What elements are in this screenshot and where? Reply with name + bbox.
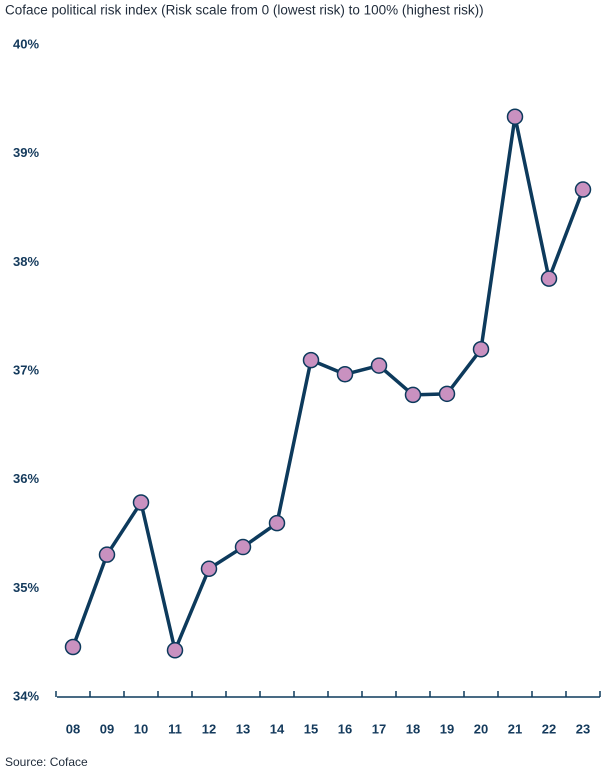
x-tick-label: 15 xyxy=(304,721,318,736)
x-tick-label: 13 xyxy=(236,721,250,736)
y-tick-label: 38% xyxy=(13,254,39,269)
marker xyxy=(200,560,218,578)
marker xyxy=(268,514,286,532)
marker xyxy=(98,546,116,563)
x-tick-label: 12 xyxy=(202,721,216,736)
x-tick-label: 22 xyxy=(542,721,556,736)
source: Source: Coface xyxy=(5,755,88,769)
line xyxy=(71,114,585,653)
marker xyxy=(336,366,354,383)
x-tick-label: 14 xyxy=(270,721,285,736)
y-tick-label: 39% xyxy=(13,145,39,160)
marker xyxy=(438,385,456,403)
y-tick-label: 34% xyxy=(13,688,39,703)
x-tick-label: 16 xyxy=(338,721,352,736)
marker xyxy=(302,351,320,369)
marker xyxy=(234,538,252,556)
y-tick-label: 36% xyxy=(13,471,39,486)
x-tick-label: 11 xyxy=(168,721,182,736)
x-tick-label: 10 xyxy=(134,721,148,736)
marker xyxy=(506,108,524,125)
marker xyxy=(472,341,490,358)
x-tick-label: 08 xyxy=(66,721,80,736)
x-tick-label: 21 xyxy=(508,721,522,736)
chart-title: Coface political risk index (Risk scale … xyxy=(5,3,484,18)
y-tick-label: 40% xyxy=(13,36,39,51)
marker xyxy=(166,642,184,659)
marker xyxy=(132,494,150,511)
marker xyxy=(64,638,82,656)
marker xyxy=(540,270,558,287)
marker xyxy=(370,357,388,374)
x-tick-label: 17 xyxy=(372,721,386,736)
x-tick-label: 18 xyxy=(406,721,420,736)
x-tick-label: 19 xyxy=(440,721,454,736)
marker xyxy=(574,181,592,198)
x-tick-label: 20 xyxy=(474,721,488,736)
x-tick-label: 09 xyxy=(100,721,114,736)
y-tick-label: 37% xyxy=(13,362,39,377)
marker xyxy=(404,386,422,404)
x-tick-label: 23 xyxy=(576,721,590,736)
y-tick-label: 35% xyxy=(13,580,39,595)
